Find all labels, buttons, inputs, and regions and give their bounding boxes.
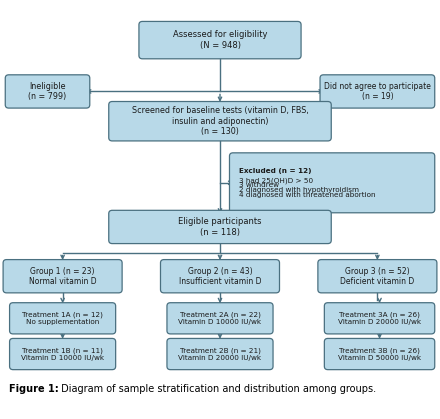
- Text: Screened for baseline tests (vitamin D, FBS,
insulin and adiponectin)
(n = 130): Screened for baseline tests (vitamin D, …: [132, 106, 308, 136]
- FancyBboxPatch shape: [10, 303, 116, 334]
- Text: 3 withdrew: 3 withdrew: [239, 182, 279, 188]
- Text: Diagram of sample stratification and distribution among groups.: Diagram of sample stratification and dis…: [58, 384, 377, 394]
- FancyBboxPatch shape: [109, 101, 331, 141]
- Text: Treatment 1A (n = 12)
No supplementation: Treatment 1A (n = 12) No supplementation: [22, 312, 103, 325]
- Text: Ineligible
(n = 799): Ineligible (n = 799): [29, 82, 66, 101]
- FancyBboxPatch shape: [109, 210, 331, 243]
- FancyBboxPatch shape: [324, 339, 435, 370]
- Text: Group 2 (n = 43)
Insufficient vitamin D: Group 2 (n = 43) Insufficient vitamin D: [179, 266, 261, 286]
- Text: 3 had 25(OH)D > 50: 3 had 25(OH)D > 50: [239, 177, 314, 184]
- FancyBboxPatch shape: [10, 339, 116, 370]
- Text: Group 1 (n = 23)
Normal vitamin D: Group 1 (n = 23) Normal vitamin D: [29, 266, 96, 286]
- Text: Figure 1:: Figure 1:: [9, 384, 59, 394]
- Text: 2 diagnosed with hypothyroidism: 2 diagnosed with hypothyroidism: [239, 187, 359, 193]
- FancyBboxPatch shape: [161, 260, 279, 293]
- FancyBboxPatch shape: [167, 303, 273, 334]
- Text: Group 3 (n = 52)
Deficient vitamin D: Group 3 (n = 52) Deficient vitamin D: [340, 266, 414, 286]
- Text: Treatment 2B (n = 21)
Vitamin D 20000 IU/wk: Treatment 2B (n = 21) Vitamin D 20000 IU…: [179, 347, 261, 361]
- FancyBboxPatch shape: [3, 260, 122, 293]
- Text: Treatment 3A (n = 26)
Vitamin D 20000 IU/wk: Treatment 3A (n = 26) Vitamin D 20000 IU…: [338, 312, 421, 325]
- FancyBboxPatch shape: [139, 21, 301, 59]
- FancyBboxPatch shape: [167, 339, 273, 370]
- Text: Did not agree to participate
(n = 19): Did not agree to participate (n = 19): [324, 82, 431, 101]
- Text: Eligible participants
(n = 118): Eligible participants (n = 118): [178, 217, 262, 237]
- Text: Treatment 3B (n = 26)
Vitamin D 50000 IU/wk: Treatment 3B (n = 26) Vitamin D 50000 IU…: [338, 347, 421, 361]
- FancyBboxPatch shape: [320, 75, 435, 108]
- FancyBboxPatch shape: [5, 75, 90, 108]
- FancyBboxPatch shape: [324, 303, 435, 334]
- Text: Treatment 2A (n = 22)
Vitamin D 10000 IU/wk: Treatment 2A (n = 22) Vitamin D 10000 IU…: [179, 312, 261, 325]
- FancyBboxPatch shape: [230, 153, 435, 213]
- Text: Excluded (n = 12): Excluded (n = 12): [239, 168, 312, 174]
- Text: Assessed for eligibility
(N = 948): Assessed for eligibility (N = 948): [173, 31, 267, 50]
- Text: 4 diagnosed with threatened abortion: 4 diagnosed with threatened abortion: [239, 191, 376, 198]
- FancyBboxPatch shape: [318, 260, 437, 293]
- Text: Treatment 1B (n = 11)
Vitamin D 10000 IU/wk: Treatment 1B (n = 11) Vitamin D 10000 IU…: [21, 347, 104, 361]
